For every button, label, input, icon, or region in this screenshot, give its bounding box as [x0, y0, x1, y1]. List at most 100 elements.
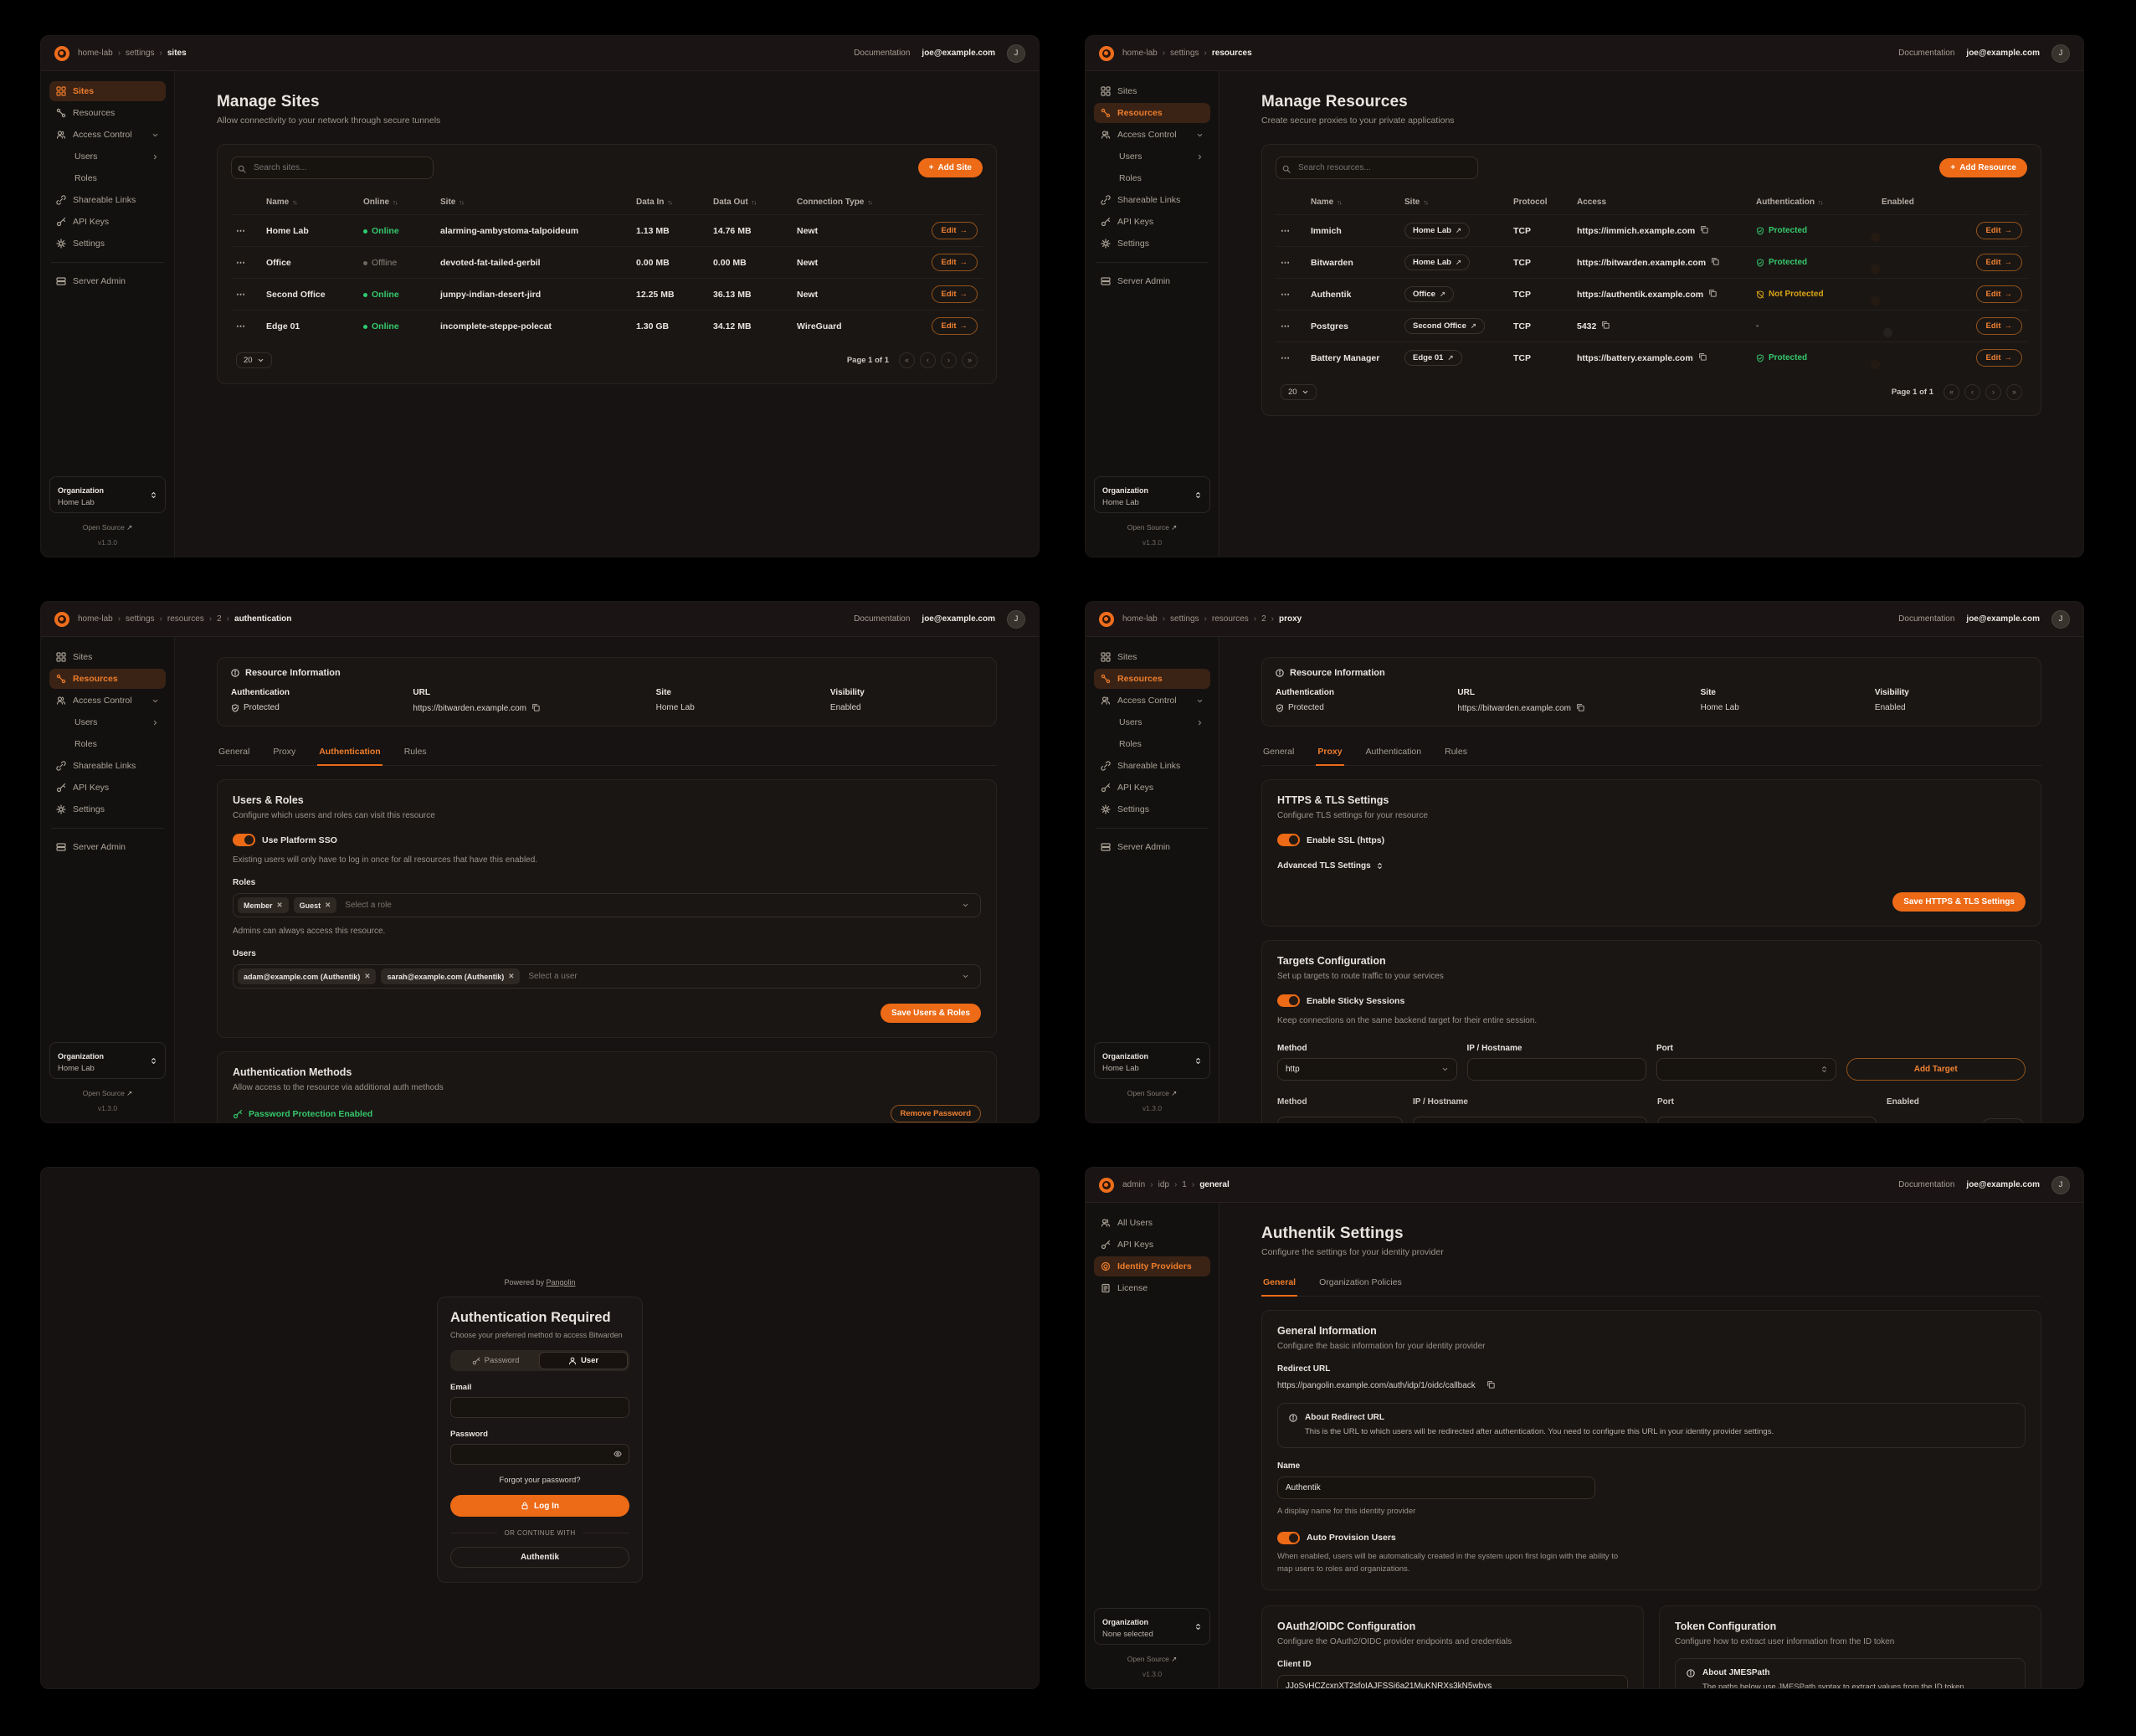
sidebar-item-identity-providers[interactable]: Identity Providers [1094, 1256, 1210, 1276]
user-chip[interactable]: sarah@example.com (Authentik) ✕ [381, 968, 521, 984]
sidebar-item-resources[interactable]: Resources [49, 103, 166, 123]
prev-page-button[interactable]: ‹ [920, 352, 936, 368]
sidebar-item-settings[interactable]: Settings [49, 234, 166, 254]
open-source-link[interactable]: Open Source [1094, 1655, 1210, 1664]
eye-icon[interactable] [614, 1447, 622, 1462]
sidebar-item-settings[interactable]: Settings [1094, 799, 1210, 819]
sort-conn[interactable]: Connection Type ↑↓ [797, 197, 873, 207]
sidebar-item-users[interactable]: Users [49, 712, 166, 732]
tab-proxy[interactable]: Proxy [273, 747, 296, 757]
search-input[interactable] [1276, 157, 1478, 179]
row-menu-icon[interactable]: ⋯ [1281, 353, 1291, 363]
avatar[interactable]: J [2051, 609, 2070, 629]
authentik-login-button[interactable]: Authentik [450, 1547, 629, 1568]
sidebar-item-users[interactable]: Users [1094, 146, 1210, 167]
tab-general[interactable]: General [218, 747, 250, 757]
sidebar-item-server-admin[interactable]: Server Admin [49, 837, 166, 857]
add-target-button[interactable]: Add Target [1846, 1058, 2026, 1081]
tab-authentication[interactable]: Authentication [317, 743, 383, 766]
organization-picker[interactable]: Organization Home Lab [49, 476, 166, 513]
email-field[interactable] [458, 1403, 622, 1412]
documentation-link[interactable]: Documentation [854, 614, 911, 624]
user-email[interactable]: joe@example.com [1966, 1180, 2040, 1189]
avatar[interactable]: J [2051, 1175, 2070, 1194]
role-chip[interactable]: Member ✕ [238, 897, 289, 913]
copy-icon[interactable] [1576, 703, 1584, 714]
sidebar-item-roles[interactable]: Roles [74, 173, 97, 183]
sort-site[interactable]: Site ↑↓ [1404, 197, 1429, 207]
enable-ssl-toggle[interactable] [1277, 834, 1300, 846]
edit-button[interactable]: Edit → [1975, 285, 2022, 303]
sidebar-item-api-keys[interactable]: API Keys [49, 778, 166, 798]
tab-proxy[interactable]: Proxy [1316, 743, 1344, 766]
organization-picker[interactable]: Organization Home Lab [49, 1042, 166, 1079]
row-menu-icon[interactable]: ⋯ [1281, 258, 1291, 268]
sidebar-item-api-keys[interactable]: API Keys [49, 212, 166, 232]
tab-general[interactable]: General [1261, 1274, 1298, 1297]
copy-icon[interactable] [1486, 1380, 1495, 1391]
tab-authentication[interactable]: Authentication [1365, 747, 1422, 757]
add-resource-button[interactable]: + Add Resource [1939, 158, 2027, 177]
search-input[interactable] [231, 157, 434, 179]
method-select[interactable]: http [1277, 1117, 1403, 1122]
pangolin-link[interactable]: Pangolin [546, 1278, 576, 1287]
row-menu-icon[interactable]: ⋯ [1281, 290, 1291, 300]
remove-password-button[interactable]: Remove Password [890, 1105, 981, 1122]
copy-icon[interactable] [1700, 225, 1708, 236]
open-source-link[interactable]: Open Source [1094, 523, 1210, 532]
client-id-input[interactable] [1286, 1682, 1620, 1688]
organization-picker[interactable]: Organization Home Lab [1094, 1042, 1210, 1079]
sidebar-item-api-keys[interactable]: API Keys [1094, 778, 1210, 798]
sidebar-item-shareable-links[interactable]: Shareable Links [49, 756, 166, 776]
sidebar-item-server-admin[interactable]: Server Admin [1094, 271, 1210, 291]
organization-picker[interactable]: Organization Home Lab [1094, 476, 1210, 513]
method-select[interactable]: http [1277, 1058, 1457, 1081]
copy-icon[interactable] [1708, 289, 1717, 300]
sidebar-item-resources[interactable]: Resources [1094, 103, 1210, 123]
users-select[interactable]: adam@example.com (Authentik) ✕ sarah@exam… [233, 964, 981, 989]
first-page-button[interactable]: « [1943, 383, 1959, 400]
sidebar-item-resources[interactable]: Resources [1094, 669, 1210, 689]
row-menu-icon[interactable]: ⋯ [236, 258, 246, 268]
sort-name[interactable]: Name ↑↓ [266, 197, 298, 207]
first-page-button[interactable]: « [899, 352, 915, 368]
sidebar-item-access-control[interactable]: Access Control [1094, 125, 1210, 145]
site-link[interactable]: Office [1404, 286, 1455, 302]
auto-provision-toggle[interactable] [1277, 1531, 1300, 1544]
sidebar-item-shareable-links[interactable]: Shareable Links [1094, 190, 1210, 210]
sidebar-item-access-control[interactable]: Access Control [49, 125, 166, 145]
sidebar-item-shareable-links[interactable]: Shareable Links [1094, 756, 1210, 776]
sidebar-item-shareable-links[interactable]: Shareable Links [49, 190, 166, 210]
edit-button[interactable]: Edit → [1975, 222, 2022, 239]
sort-data-out[interactable]: Data Out ↑↓ [713, 197, 757, 207]
user-chip[interactable]: adam@example.com (Authentik) ✕ [238, 968, 377, 984]
documentation-link[interactable]: Documentation [1898, 1180, 1955, 1189]
site-link[interactable]: Second Office [1404, 318, 1485, 334]
sidebar-item-roles[interactable]: Roles [1119, 173, 1142, 183]
row-menu-icon[interactable]: ⋯ [236, 290, 246, 300]
save-users-roles-button[interactable]: Save Users & Roles [881, 1004, 981, 1023]
page-size-select[interactable]: 20 [236, 352, 272, 368]
row-menu-icon[interactable]: ⋯ [1281, 226, 1291, 236]
sort-name[interactable]: Name ↑↓ [1311, 197, 1343, 207]
tab-organization-policies[interactable]: Organization Policies [1319, 1277, 1402, 1287]
site-link[interactable]: Home Lab [1404, 254, 1471, 270]
edit-button[interactable]: Edit → [931, 285, 978, 303]
user-email[interactable]: joe@example.com [1966, 49, 2040, 58]
sidebar-item-api-keys[interactable]: API Keys [1094, 1235, 1210, 1255]
documentation-link[interactable]: Documentation [1898, 614, 1955, 624]
copy-icon[interactable] [531, 703, 540, 714]
sort-data-in[interactable]: Data In ↑↓ [636, 197, 673, 207]
sidebar-item-users[interactable]: Users [49, 146, 166, 167]
save-tls-button[interactable]: Save HTTPS & TLS Settings [1892, 892, 2026, 912]
forgot-password-link[interactable]: Forgot your password? [499, 1476, 581, 1485]
ip-hostname-input[interactable] [1475, 1065, 1638, 1074]
row-menu-icon[interactable]: ⋯ [236, 321, 246, 331]
sidebar-item-license[interactable]: License [1094, 1278, 1210, 1298]
sort-online[interactable]: Online ↑↓ [363, 197, 398, 207]
sidebar-item-access-control[interactable]: Access Control [49, 691, 166, 711]
avatar[interactable]: J [1007, 44, 1025, 63]
site-link[interactable]: Home Lab [1404, 223, 1471, 239]
organization-picker[interactable]: Organization None selected [1094, 1608, 1210, 1645]
open-source-link[interactable]: Open Source [1094, 1089, 1210, 1098]
